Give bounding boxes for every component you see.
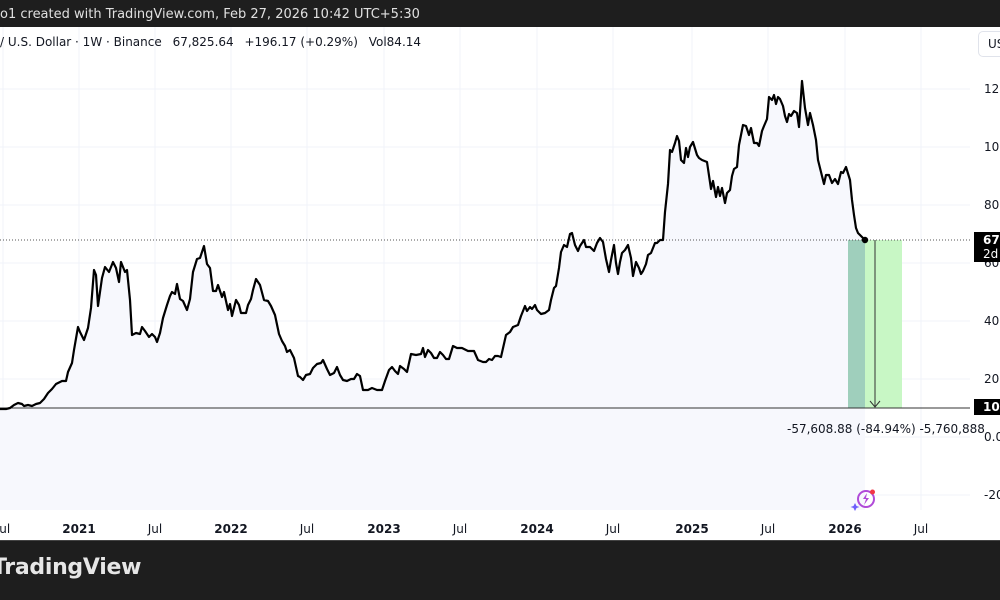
x-tick: 2024: [520, 522, 554, 536]
price-area-fill: [0, 81, 865, 510]
y-tick-120k: 120: [984, 82, 1000, 96]
volume: Vol84.14: [368, 35, 422, 49]
x-tick: 2025: [675, 522, 709, 536]
last-price-dot: [861, 236, 869, 244]
symbol-legend[interactable]: / U.S. Dollar · 1W · Binance 67,825.64 +…: [0, 35, 428, 49]
ai-assistant-icon[interactable]: [850, 486, 880, 516]
x-tick: Jul: [605, 522, 621, 536]
x-tick: 2026: [828, 522, 862, 536]
x-tick: Jul: [913, 522, 929, 536]
tradingview-logo: TradingView: [0, 555, 142, 580]
x-tick: 2023: [367, 522, 401, 536]
current-price-badge-value: 67,: [983, 233, 1000, 247]
bottom-bar: TradingView: [0, 540, 1000, 600]
measure-range-dark: [848, 240, 865, 408]
chart-area[interactable]: [0, 27, 970, 510]
x-tick: 2022: [214, 522, 248, 536]
y-tick-100k: 100: [984, 140, 1000, 154]
x-tick: Jul: [0, 522, 11, 536]
top-bar: o1 created with TradingView.com, Feb 27,…: [0, 0, 1000, 27]
x-tick: Jul: [299, 522, 315, 536]
target-price-badge: 10,: [974, 399, 1000, 415]
currency-button[interactable]: US: [978, 31, 1000, 57]
x-tick: Jul: [147, 522, 163, 536]
y-tick-neg20k: -20: [984, 488, 1000, 502]
y-tick-80k: 80,: [984, 198, 1000, 212]
measure-arrow: [869, 240, 881, 408]
current-price-badge: 67, 2d: [974, 232, 1000, 262]
y-tick-0: 0.0: [984, 430, 1000, 444]
x-tick: Jul: [760, 522, 776, 536]
price-line: [0, 79, 866, 411]
x-tick: 2021: [62, 522, 96, 536]
price-chart[interactable]: [0, 27, 970, 510]
x-tick: Jul: [452, 522, 468, 536]
measure-range-light: [865, 240, 902, 408]
current-price-badge-countdown: 2d: [983, 247, 999, 261]
y-tick-40k: 40,: [984, 314, 1000, 328]
y-tick-20k: 20,: [984, 372, 1000, 386]
price-change: +196.17 (+0.29%): [244, 35, 358, 49]
symbol-description: / U.S. Dollar · 1W · Binance: [0, 35, 162, 49]
measurement-label: -57,608.88 (-84.94%) -5,760,888: [787, 422, 985, 436]
last-price: 67,825.64: [172, 35, 234, 49]
created-with-text: o1 created with TradingView.com, Feb 27,…: [0, 7, 420, 22]
